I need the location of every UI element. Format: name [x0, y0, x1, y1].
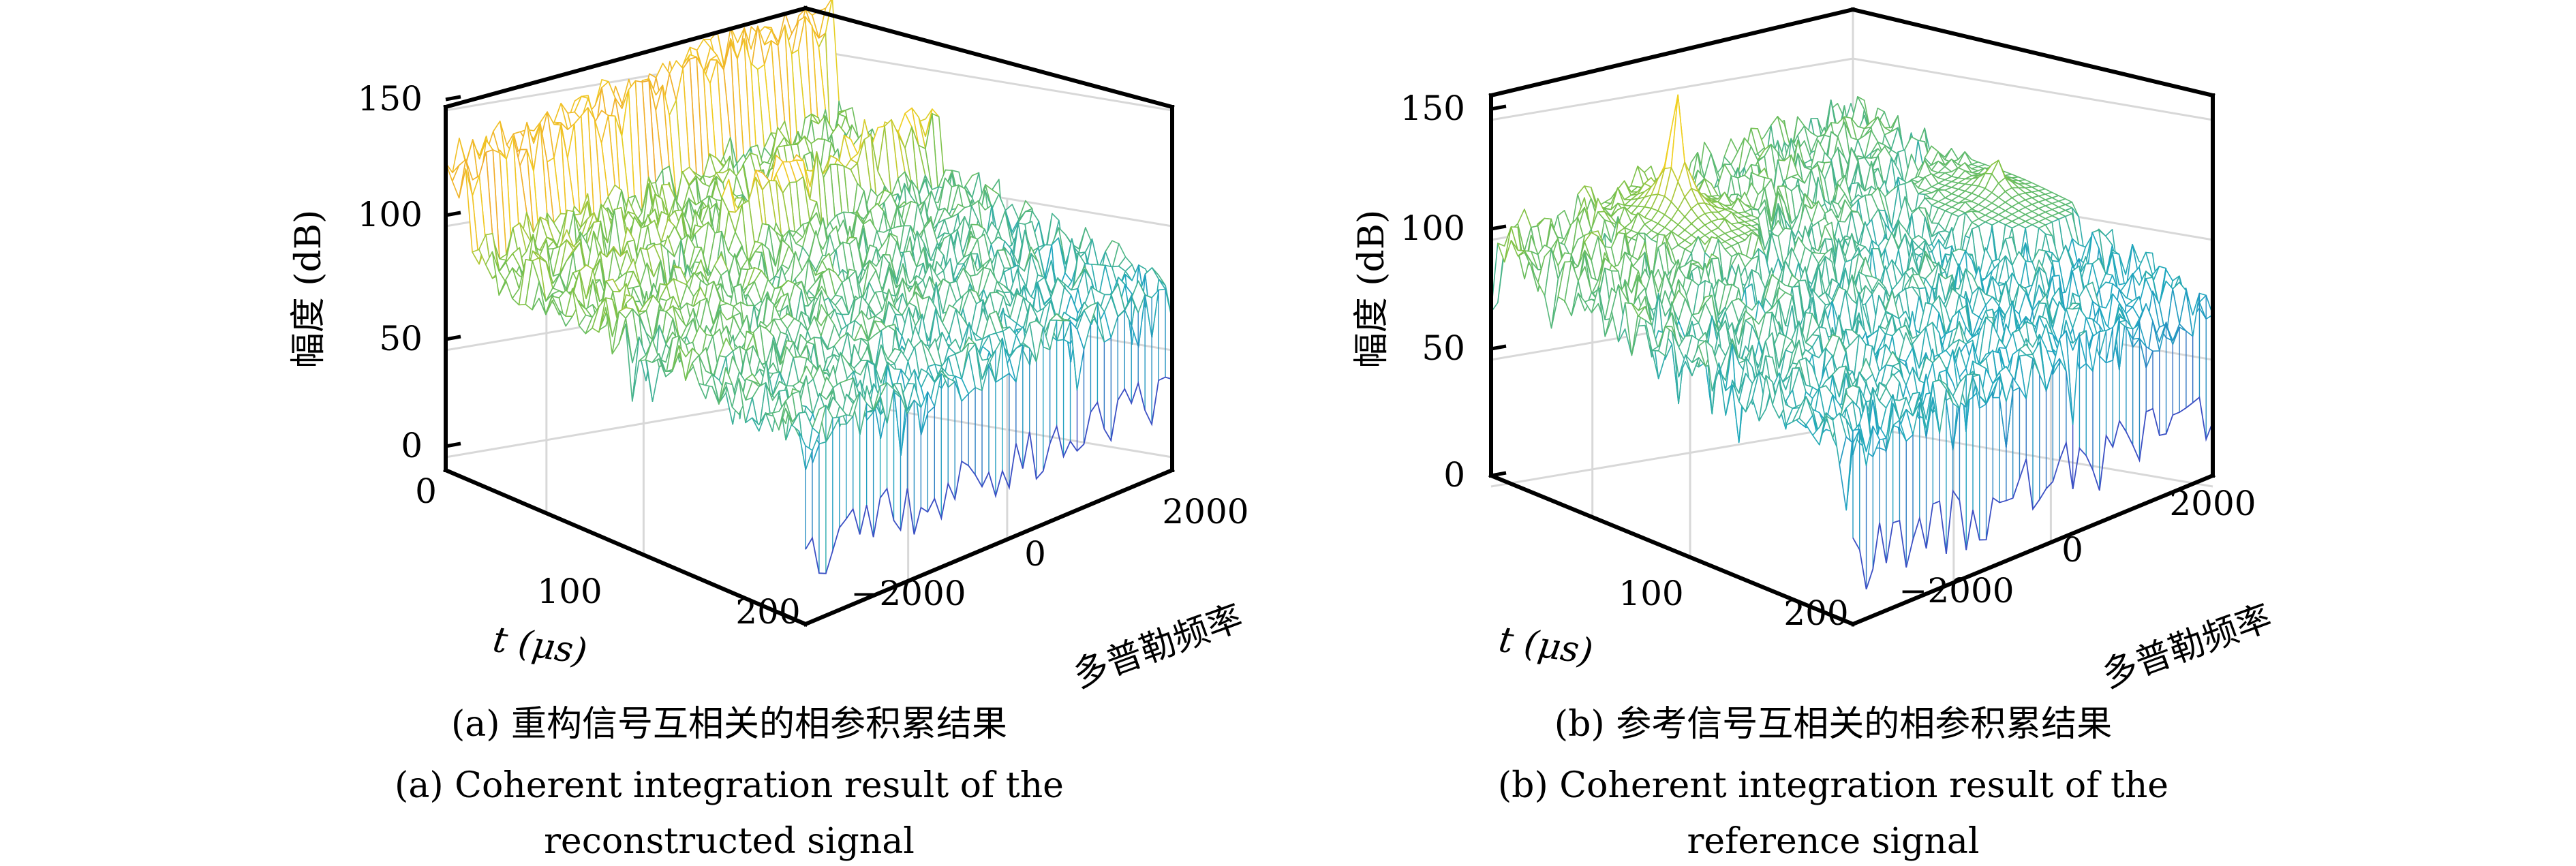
doppler-tick-label: 0: [1024, 534, 1046, 574]
z-tick-mark: [445, 211, 461, 217]
z-tick-mark: [445, 442, 461, 448]
t-axis-label: t (μs): [491, 619, 589, 673]
t-tick-label: 200: [735, 592, 800, 632]
t-tick-label: 100: [537, 572, 602, 611]
surface-mesh: [445, 0, 1173, 471]
z-tick-label: 0: [401, 426, 423, 465]
grid-line: [1852, 57, 2213, 121]
grid-line: [805, 48, 1173, 112]
doppler-tick-label: 2000: [1162, 492, 1248, 531]
t-tick-label: 0: [415, 471, 437, 511]
doppler-tick-label: −2000: [850, 574, 966, 613]
z-tick-label: 100: [358, 195, 423, 234]
grid-line: [1490, 57, 1854, 121]
z-axis-label: 幅度 (dB): [288, 210, 329, 369]
z-tick-label: 50: [379, 319, 423, 358]
z-tick-mark: [445, 95, 461, 102]
doppler-axis-label: 多普勒频率: [1068, 597, 1248, 696]
z-tick-mark: [445, 335, 461, 341]
panel-a: 0 50 100 150 0 100 200 −2000 0 2000 t (μs) 多普勒频率 幅度 …: [288, 0, 1249, 696]
z-tick-label: 150: [358, 79, 423, 119]
grid-line: [1490, 424, 1854, 488]
